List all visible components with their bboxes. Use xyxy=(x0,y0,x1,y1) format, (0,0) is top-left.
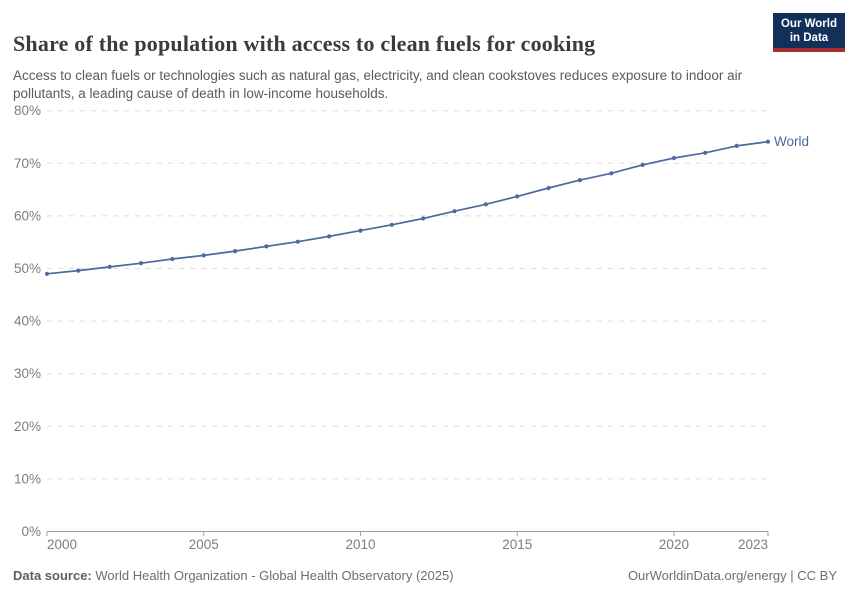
data-point-2000[interactable] xyxy=(44,271,50,276)
y-axis-tick-label: 0% xyxy=(21,524,41,539)
x-axis-tick-label: 2015 xyxy=(502,537,532,552)
owid-logo[interactable]: Our World in Data xyxy=(773,13,845,52)
data-point-2013[interactable] xyxy=(452,209,457,214)
data-source-label: Data source: xyxy=(13,568,92,583)
owid-logo-line2: in Data xyxy=(789,32,829,44)
chart-footer: Data source: World Health Organization -… xyxy=(13,568,837,583)
chart-subtitle: Access to clean fuels or technologies su… xyxy=(13,67,743,102)
data-point-2020[interactable] xyxy=(671,155,677,161)
data-point-2001[interactable] xyxy=(76,268,81,273)
data-point-2012[interactable] xyxy=(421,216,426,221)
data-point-2003[interactable] xyxy=(138,261,144,266)
data-point-2010[interactable] xyxy=(358,228,363,233)
y-axis-tick-label: 50% xyxy=(14,261,41,276)
page-title: Share of the population with access to c… xyxy=(13,30,596,56)
data-point-2023[interactable] xyxy=(765,139,771,144)
data-source-note: Data source: World Health Organization -… xyxy=(13,568,454,583)
data-point-2002[interactable] xyxy=(107,264,112,269)
data-point-2005[interactable] xyxy=(201,253,206,258)
x-axis-tick-label: 2005 xyxy=(189,537,219,552)
x-axis-tick-label: 2000 xyxy=(47,537,77,552)
data-point-2022[interactable] xyxy=(734,143,739,148)
data-point-2017[interactable] xyxy=(577,178,583,183)
data-point-2008[interactable] xyxy=(295,239,300,244)
x-axis-tick-label: 2023 xyxy=(738,537,768,552)
y-axis-tick-label: 10% xyxy=(14,471,41,486)
data-point-2015[interactable] xyxy=(515,194,520,199)
y-axis-tick-label: 80% xyxy=(14,103,41,118)
data-point-2011[interactable] xyxy=(389,222,394,227)
data-point-2018[interactable] xyxy=(609,171,614,176)
x-axis-tick-label: 2010 xyxy=(345,537,375,552)
y-axis-tick-label: 70% xyxy=(14,156,41,171)
y-axis-tick-label: 20% xyxy=(14,419,41,434)
y-axis-tick-label: 60% xyxy=(14,208,41,223)
owid-logo-line1: Our World xyxy=(780,18,837,30)
data-point-2021[interactable] xyxy=(703,150,708,155)
data-point-2019[interactable] xyxy=(640,162,645,167)
data-point-2009[interactable] xyxy=(327,234,332,239)
series-label-world[interactable]: World xyxy=(774,134,809,149)
credit-link[interactable]: OurWorldinData.org/energy | CC BY xyxy=(627,568,837,583)
data-point-2016[interactable] xyxy=(546,185,551,191)
y-axis-tick-label: 40% xyxy=(14,314,41,329)
data-point-2014[interactable] xyxy=(483,202,488,207)
data-point-2004[interactable] xyxy=(170,256,175,262)
x-axis-tick-label: 2020 xyxy=(659,537,689,552)
world-trend-line[interactable] xyxy=(46,140,769,275)
data-point-2007[interactable] xyxy=(264,244,269,249)
data-point-2006[interactable] xyxy=(233,249,238,254)
y-axis-tick-label: 30% xyxy=(14,366,41,381)
data-source-text: World Health Organization - Global Healt… xyxy=(95,568,454,583)
